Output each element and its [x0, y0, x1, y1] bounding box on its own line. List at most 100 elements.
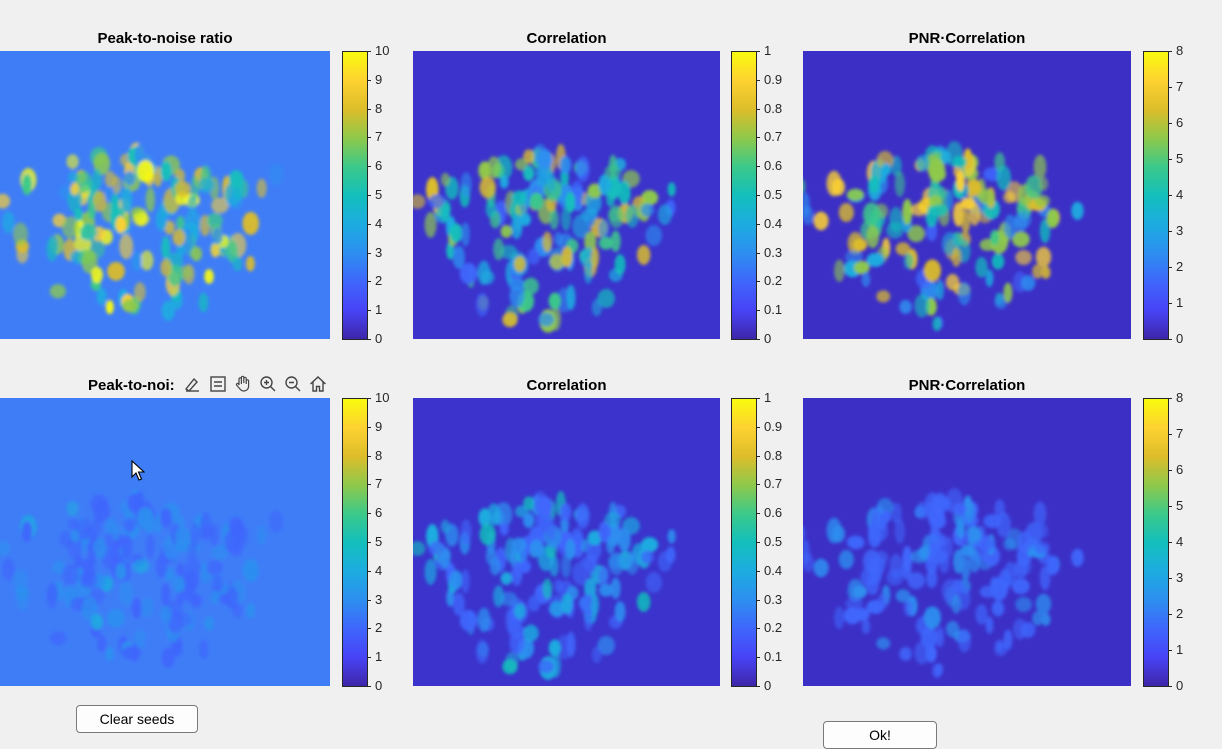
- heatmap-image[interactable]: [0, 398, 330, 686]
- colorbar-tick-label: 9: [375, 71, 383, 87]
- colorbar-tickmark: [1168, 614, 1172, 615]
- colorbar-tick-label: 0.9: [764, 71, 783, 87]
- colorbar-tickmark: [756, 195, 760, 196]
- colorbar-tick-label: 5: [1176, 498, 1184, 513]
- colorbar-tick-label: 7: [375, 476, 383, 492]
- colorbar-tick-label: 0.6: [764, 158, 783, 174]
- colorbar-tickmark: [367, 570, 371, 572]
- colorbar-tickmark: [756, 484, 760, 486]
- colorbar[interactable]: [342, 51, 368, 340]
- colorbar-tick-label: 0.2: [764, 620, 783, 636]
- colorbar[interactable]: [1143, 51, 1169, 340]
- colorbar-tick-label: 0: [1176, 331, 1184, 346]
- colorbar-tick-label: 4: [375, 215, 383, 231]
- colorbar-tick-label: 0.8: [764, 447, 783, 463]
- colorbar-tick-label: 3: [1176, 570, 1184, 585]
- heatmap-image[interactable]: [803, 51, 1131, 339]
- colorbar-tick-label: 0.2: [764, 273, 783, 289]
- colorbar-tick-label: 0.5: [764, 187, 783, 202]
- colorbar-tickmark: [367, 542, 371, 543]
- colorbar-tick-label: 2: [375, 273, 383, 289]
- ok-button[interactable]: Ok!: [823, 721, 937, 749]
- colorbar[interactable]: [1143, 398, 1169, 687]
- zoom-in-icon[interactable]: [256, 373, 279, 396]
- colorbar-tickmark: [367, 455, 371, 457]
- zoom-out-icon[interactable]: [281, 373, 304, 396]
- colorbar-tickmark: [756, 339, 760, 340]
- colorbar-tick-label: 0: [375, 678, 383, 693]
- brush-icon[interactable]: [181, 373, 204, 396]
- colorbar-tickmark: [1168, 434, 1172, 435]
- colorbar-tickmark: [367, 426, 371, 428]
- colorbar-tickmark: [1168, 470, 1172, 471]
- colorbar-tickmark: [1168, 506, 1172, 507]
- colorbar-tick-label: 4: [1176, 534, 1184, 549]
- colorbar-tickmark: [756, 252, 760, 254]
- colorbar-tickmark: [367, 223, 371, 225]
- colorbar-tick-label: 3: [375, 591, 383, 607]
- colorbar-tickmark: [367, 628, 371, 630]
- colorbar-tickmark: [367, 51, 371, 52]
- colorbar-tick-label: 7: [375, 129, 383, 145]
- colorbar-tickmark: [367, 398, 371, 399]
- heatmap-image[interactable]: [803, 398, 1131, 686]
- colorbar-tick-label: 0: [375, 331, 383, 346]
- colorbar-tickmark: [367, 166, 371, 168]
- home-icon[interactable]: [306, 373, 329, 396]
- colorbar-tickmark: [1168, 686, 1172, 687]
- panel-title: Correlation: [526, 30, 607, 47]
- colorbar-tick-label: 0.5: [764, 534, 783, 549]
- heatmap-image[interactable]: [413, 398, 720, 686]
- colorbar[interactable]: [342, 398, 368, 687]
- heatmap-image[interactable]: [413, 51, 720, 339]
- colorbar-tick-label: 0: [1176, 678, 1184, 693]
- colorbar-tick-label: 8: [375, 447, 383, 463]
- colorbar-tickmark: [1168, 51, 1172, 52]
- panel-title: Peak-to-noi:: [88, 377, 175, 394]
- colorbar-tickmark: [756, 398, 760, 399]
- pan-hand-icon[interactable]: [231, 373, 254, 396]
- colorbar-tick-label: 1: [1176, 642, 1184, 657]
- colorbar-tick-label: 2: [1176, 259, 1184, 274]
- colorbar-tickmark: [756, 542, 760, 543]
- colorbar-tickmark: [1168, 87, 1172, 88]
- colorbar-tick-label: 10: [375, 390, 390, 405]
- colorbar-tickmark: [367, 252, 371, 254]
- colorbar-tickmark: [756, 137, 760, 139]
- colorbar-tickmark: [367, 310, 371, 312]
- colorbar-tickmark: [756, 570, 760, 572]
- colorbar-tickmark: [1168, 339, 1172, 340]
- colorbar-tick-label: 7: [1176, 426, 1184, 441]
- colorbar-tick-label: 6: [375, 158, 383, 174]
- colorbar[interactable]: [731, 398, 757, 687]
- colorbar-tickmark: [1168, 267, 1172, 268]
- colorbar-tickmark: [367, 339, 371, 340]
- colorbar-tick-label: 3: [375, 244, 383, 260]
- colorbar[interactable]: [731, 51, 757, 340]
- colorbar-tick-label: 0.8: [764, 100, 783, 116]
- colorbar-tick-label: 9: [375, 418, 383, 434]
- colorbar-tick-label: 0: [764, 678, 772, 693]
- clear-seeds-button[interactable]: Clear seeds: [76, 705, 198, 733]
- datatip-icon[interactable]: [206, 373, 229, 396]
- colorbar-tick-label: 0.4: [764, 562, 783, 578]
- colorbar-tickmark: [367, 79, 371, 81]
- colorbar-tickmark: [367, 484, 371, 486]
- heatmap-image[interactable]: [0, 51, 330, 339]
- colorbar-tickmark: [1168, 578, 1172, 579]
- colorbar-tickmark: [756, 513, 760, 515]
- colorbar-tick-label: 8: [1176, 43, 1184, 58]
- colorbar-tickmark: [756, 79, 760, 81]
- colorbar-tickmark: [1168, 159, 1172, 160]
- colorbar-tick-label: 6: [1176, 115, 1184, 130]
- panel-title: PNR·Correlation: [908, 30, 1026, 47]
- colorbar-tick-label: 0.4: [764, 215, 783, 231]
- colorbar-tick-label: 0.3: [764, 244, 783, 260]
- colorbar-tickmark: [1168, 650, 1172, 651]
- colorbar-tick-label: 0.6: [764, 505, 783, 521]
- colorbar-tick-label: 8: [375, 100, 383, 116]
- colorbar-tick-label: 6: [375, 505, 383, 521]
- mouse-cursor-icon: [131, 459, 146, 487]
- panel-title: Correlation: [526, 377, 607, 394]
- colorbar-tickmark: [756, 599, 760, 601]
